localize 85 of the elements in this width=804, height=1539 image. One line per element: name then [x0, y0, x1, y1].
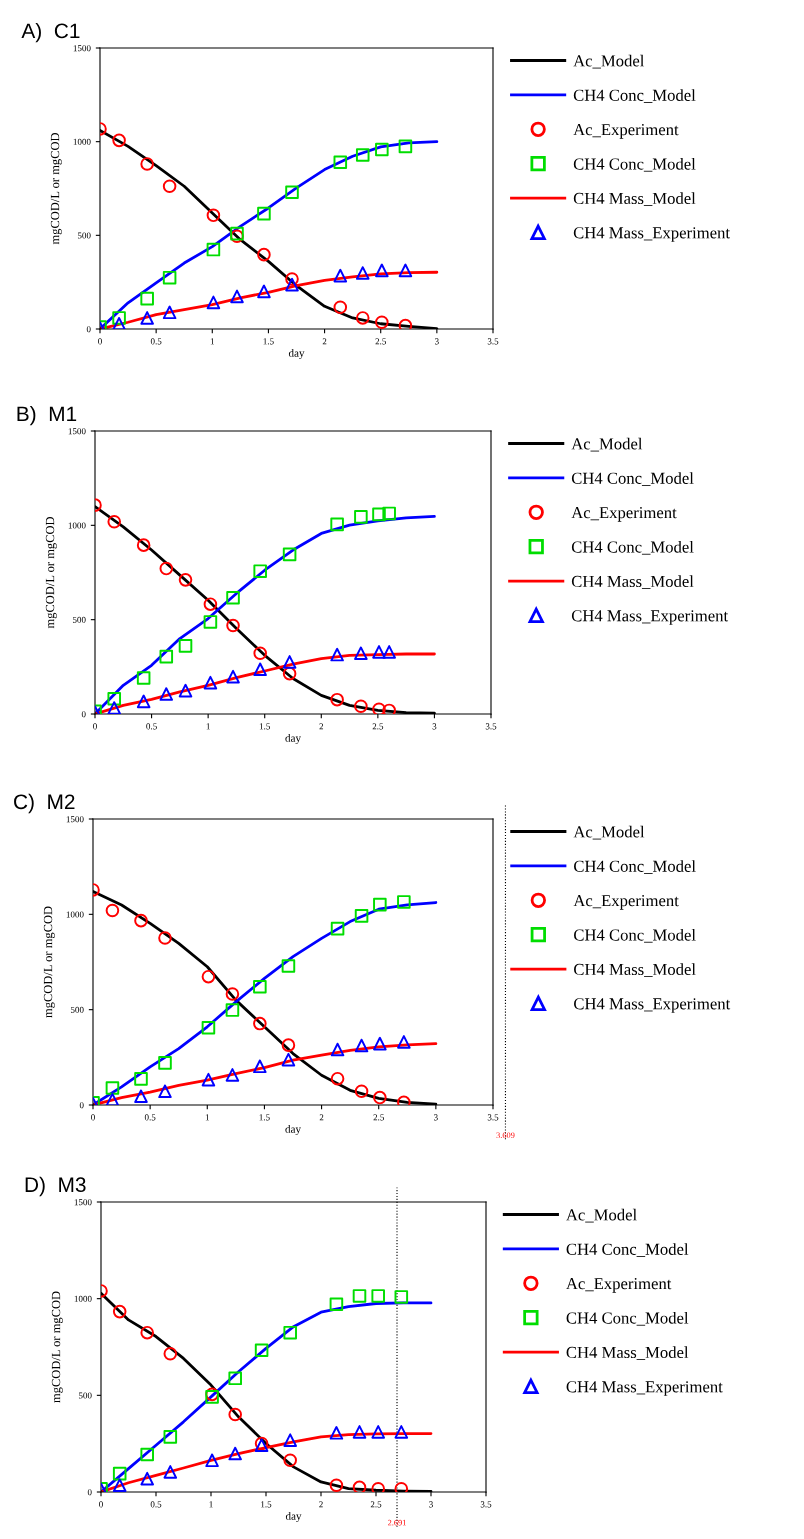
y-tick-label: 0: [87, 1489, 92, 1496]
x-tick-label: 3.5: [487, 1114, 499, 1121]
y-tick-label: 0: [86, 326, 91, 333]
legend-label: CH4 Conc_Model: [571, 540, 694, 555]
legend-label: CH4 Conc_Model: [566, 1311, 689, 1326]
legend-label: CH4 Conc_Model: [573, 157, 696, 172]
y-tick-label: 1000: [74, 1295, 92, 1302]
x-tick-label: 0: [99, 1501, 103, 1508]
legend-label: CH4 Mass_Experiment: [574, 998, 731, 1013]
y-tick-label: 1500: [73, 45, 91, 52]
chart-title: A) C1: [21, 22, 80, 43]
x-tick-label: 1: [205, 1114, 209, 1121]
x-tick-label: 3.5: [487, 338, 499, 345]
y-tick-label: 1500: [68, 428, 86, 435]
x-tick-label: 0.5: [150, 338, 162, 345]
legend-label: CH4 Conc_Model: [571, 472, 694, 486]
legend-label: CH4 Conc_Model: [574, 860, 696, 874]
y-tick-label: 1000: [68, 522, 86, 529]
legend-label: CH4 Mass_Model: [574, 963, 696, 978]
chart-title: D) M3: [25, 1176, 86, 1197]
x-tick-label: 3: [432, 723, 437, 730]
legend-label: CH4 Mass_Model: [566, 1346, 689, 1361]
legend-label: CH4 Mass_Experiment: [571, 610, 729, 625]
x-tick-label: 2.5: [370, 1501, 382, 1508]
y-tick-label: 500: [78, 1392, 92, 1399]
y-tick-label: 1000: [73, 138, 91, 145]
legend-label: Ac_Experiment: [571, 507, 677, 522]
x-tick-label: 0: [98, 338, 102, 345]
x-axis-title: day: [285, 733, 301, 745]
x-tick-label: 3: [435, 338, 439, 345]
legend-label: Ac_Model: [566, 1208, 637, 1223]
x-axis-title: day: [285, 1511, 302, 1523]
x-tick-label: 2: [319, 1501, 323, 1508]
x-tick-label: 2: [319, 1114, 324, 1121]
x-tick-label: 2.5: [375, 338, 386, 345]
y-tick-label: 500: [77, 232, 91, 239]
y-axis-title: mgCOD/L or mgCOD: [45, 516, 57, 629]
x-tick-label: 0: [93, 723, 97, 730]
y-tick-label: 500: [70, 1006, 84, 1013]
x-tick-label: 2: [319, 723, 324, 730]
legend-label: CH4 Conc_Model: [566, 1243, 689, 1257]
x-tick-label: 3: [429, 1501, 433, 1508]
x-tick-label: 1.5: [261, 1501, 272, 1508]
y-tick-label: 500: [72, 616, 86, 623]
chart-title: B) M1: [17, 405, 77, 426]
legend-label: CH4 Mass_Model: [573, 192, 696, 207]
legend-label: Ac_Experiment: [566, 1278, 672, 1293]
x-axis-title: day: [285, 1124, 301, 1136]
x-tick-label: 0.5: [144, 1114, 156, 1121]
legend-label: CH4 Conc_Model: [573, 89, 696, 103]
x-tick-label: 3.5: [480, 1501, 492, 1508]
x-tick-label: 2.5: [373, 1114, 384, 1121]
x-tick-label: 3: [434, 1114, 438, 1121]
ref-line-label: 2.691: [388, 1519, 406, 1526]
legend-label: Ac_Model: [573, 54, 645, 69]
y-axis-title: mgCOD/L or mgCOD: [43, 906, 55, 1018]
legend-label: Ac_Experiment: [573, 895, 679, 910]
y-tick-label: 1500: [66, 816, 84, 823]
x-tick-label: 1: [206, 723, 210, 730]
x-tick-label: 1: [209, 1501, 213, 1508]
y-tick-label: 0: [79, 1102, 84, 1109]
legend-label: CH4 Conc_Model: [574, 928, 696, 943]
x-axis-title: day: [288, 348, 305, 360]
x-tick-label: 0.5: [146, 723, 157, 730]
x-tick-label: 2: [322, 338, 327, 345]
x-tick-label: 1.5: [263, 338, 274, 345]
legend-label: Ac_Model: [573, 825, 645, 840]
y-tick-label: 0: [81, 711, 86, 718]
legend-label: CH4 Mass_Model: [571, 575, 694, 590]
y-tick-label: 1500: [74, 1199, 92, 1206]
legend-label: Ac_Model: [571, 437, 643, 452]
legend-label: CH4 Mass_Experiment: [573, 227, 730, 242]
x-tick-label: 1: [210, 338, 214, 345]
ref-line-label: 3.609: [496, 1132, 515, 1139]
x-tick-label: 3.5: [485, 723, 497, 730]
x-tick-label: 1.5: [259, 1114, 270, 1121]
y-axis-title: mgCOD/L or mgCOD: [51, 1291, 63, 1403]
chart-title: C) M2: [14, 793, 75, 814]
x-tick-label: 2.5: [372, 723, 384, 730]
legend-label: CH4 Mass_Experiment: [566, 1381, 723, 1396]
y-axis-title: mgCOD/L or mgCOD: [50, 132, 62, 245]
x-tick-label: 1.5: [259, 723, 270, 730]
legend-label: Ac_Experiment: [573, 124, 679, 139]
x-tick-label: 0.5: [150, 1501, 162, 1508]
y-tick-label: 1000: [66, 911, 84, 918]
